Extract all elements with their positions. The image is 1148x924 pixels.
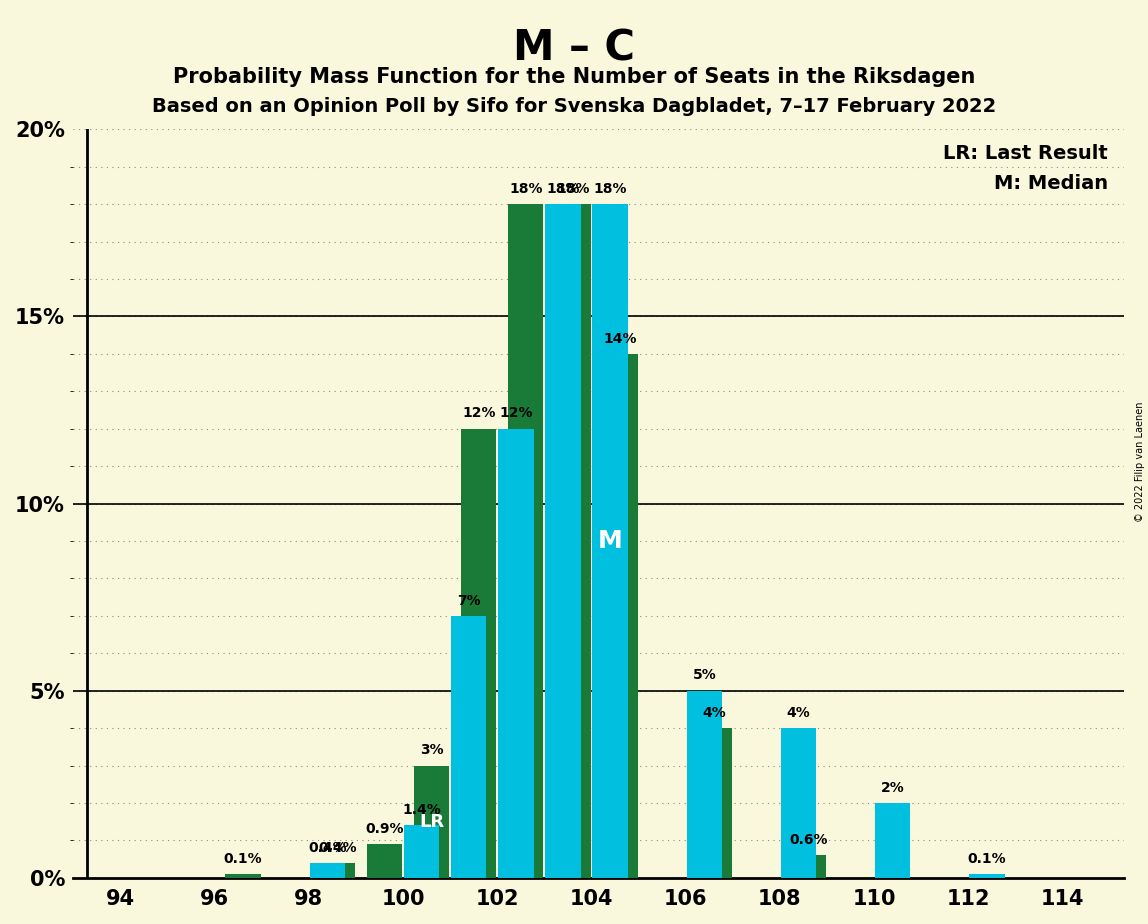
Text: 2%: 2% <box>881 781 905 795</box>
Bar <box>969 874 1004 878</box>
Bar <box>791 856 827 878</box>
Text: 7%: 7% <box>457 593 481 608</box>
Text: M: Median: M: Median <box>994 175 1108 193</box>
Text: 1.4%: 1.4% <box>402 803 441 817</box>
Bar <box>367 845 402 878</box>
Text: 18%: 18% <box>556 182 590 196</box>
Text: 3%: 3% <box>420 744 443 758</box>
Text: 4%: 4% <box>703 706 726 720</box>
Text: 18%: 18% <box>509 182 543 196</box>
Text: M: M <box>598 529 622 553</box>
Bar <box>461 429 496 878</box>
Text: LR: Last Result: LR: Last Result <box>944 144 1108 164</box>
Bar <box>404 825 440 878</box>
Bar <box>697 728 732 878</box>
Bar <box>781 728 816 878</box>
Bar <box>556 204 590 878</box>
Bar <box>687 691 722 878</box>
Text: 0.4%: 0.4% <box>308 841 347 855</box>
Bar <box>451 616 487 878</box>
Text: 18%: 18% <box>594 182 627 196</box>
Text: 0.9%: 0.9% <box>365 822 404 836</box>
Bar <box>592 204 628 878</box>
Bar <box>414 766 449 878</box>
Bar <box>545 204 581 878</box>
Bar <box>498 429 534 878</box>
Text: 18%: 18% <box>546 182 580 196</box>
Text: 14%: 14% <box>603 332 637 346</box>
Text: 0.1%: 0.1% <box>224 852 263 866</box>
Text: 0.4%: 0.4% <box>318 841 357 855</box>
Text: LR: LR <box>419 813 444 831</box>
Bar <box>603 354 637 878</box>
Bar <box>225 874 261 878</box>
Text: 4%: 4% <box>786 706 810 720</box>
Text: 12%: 12% <box>461 407 496 420</box>
Text: 0.6%: 0.6% <box>789 833 828 847</box>
Bar <box>509 204 543 878</box>
Text: 12%: 12% <box>499 407 533 420</box>
Text: Based on an Opinion Poll by Sifo for Svenska Dagbladet, 7–17 February 2022: Based on an Opinion Poll by Sifo for Sve… <box>152 97 996 116</box>
Bar <box>875 803 910 878</box>
Text: © 2022 Filip van Laenen: © 2022 Filip van Laenen <box>1135 402 1145 522</box>
Bar <box>319 863 355 878</box>
Bar <box>310 863 346 878</box>
Text: M – C: M – C <box>513 28 635 69</box>
Text: 0.1%: 0.1% <box>968 852 1007 866</box>
Text: 5%: 5% <box>692 668 716 683</box>
Text: Probability Mass Function for the Number of Seats in the Riksdagen: Probability Mass Function for the Number… <box>173 67 975 87</box>
